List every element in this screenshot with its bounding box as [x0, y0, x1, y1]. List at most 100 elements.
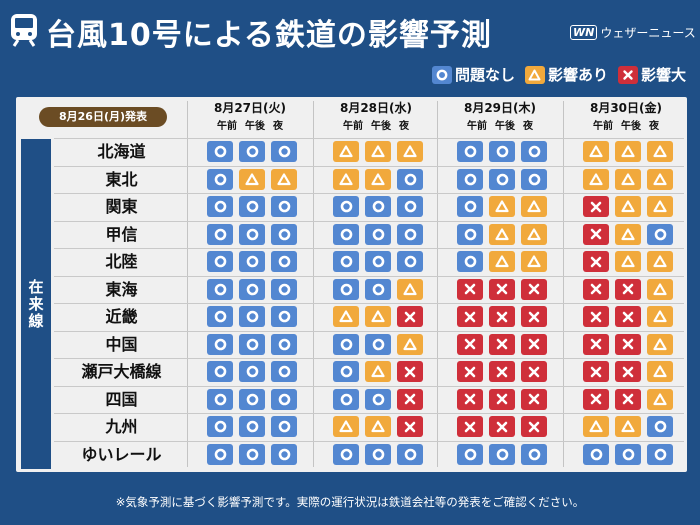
- forecast-table: 8月26日(月)発表 在来線 8月27日(火) 午前 午後 夜 8月28日(水) 午前 午後…: [16, 97, 687, 472]
- status-cell-circle-icon: [271, 278, 297, 300]
- legend-ok: 問題なし: [431, 64, 515, 85]
- status-cell-cross-icon: [457, 361, 483, 382]
- status-cell-triangle-icon: [583, 168, 609, 190]
- status-cell-triangle-icon: [489, 196, 515, 217]
- status-cell-triangle-icon: [647, 361, 673, 382]
- status-cell-circle-icon: [365, 251, 391, 272]
- status-cell-circle-icon: [333, 333, 359, 355]
- status-cell-triangle-icon: [521, 251, 547, 272]
- status-cell-triangle-icon: [647, 141, 673, 162]
- table-row: 四国: [54, 386, 684, 413]
- status-cell-circle-icon: [365, 443, 391, 465]
- page-title: 台風10号による鉄道の影響予測: [46, 18, 492, 53]
- status-cell-cross-icon: [583, 223, 609, 245]
- status-cell-circle-icon: [365, 196, 391, 217]
- day-header: 8月27日(火) 午前 午後夜: [188, 99, 312, 132]
- period-label: 夜: [273, 121, 283, 132]
- table-row: 東北: [54, 166, 684, 193]
- status-cell-triangle-icon: [365, 168, 391, 190]
- status-cell-circle-icon: [207, 443, 233, 465]
- status-cell-triangle-icon: [615, 251, 641, 272]
- line-name: 甲信: [105, 224, 138, 244]
- status-cell-circle-icon: [615, 443, 641, 465]
- line-name: ゆいレール: [81, 444, 162, 464]
- status-cell-cross-icon: [397, 361, 423, 382]
- status-cell-circle-icon: [457, 141, 483, 162]
- period-label: 午後: [371, 121, 391, 132]
- status-cell-triangle-icon: [397, 278, 423, 300]
- status-cell-circle-icon: [365, 278, 391, 300]
- status-cell-cross-icon: [457, 278, 483, 300]
- status-cell-triangle-icon: [489, 223, 515, 245]
- period-label: 午後: [495, 121, 515, 132]
- announced-date-badge: 8月26日(月)発表: [39, 107, 167, 127]
- status-cell-circle-icon: [271, 388, 297, 410]
- status-cell-triangle-icon: [647, 251, 673, 272]
- status-cell-circle-icon: [207, 388, 233, 410]
- status-cell-circle-icon: [457, 251, 483, 272]
- status-cell-cross-icon: [583, 361, 609, 382]
- status-cell-circle-icon: [271, 443, 297, 465]
- status-cell-triangle-icon: [615, 416, 641, 437]
- status-cell-circle-icon: [647, 223, 673, 245]
- header: 台風10号による鉄道の影響予測 WN ウェザーニュース: [0, 0, 700, 70]
- status-cell-cross-icon: [583, 251, 609, 272]
- status-cell-circle-icon: [457, 443, 483, 465]
- row-divider: [54, 220, 684, 222]
- day-label: 8月29日(木): [463, 101, 537, 115]
- day-label: 8月27日(火): [213, 101, 287, 115]
- status-cell-cross-icon: [521, 361, 547, 382]
- status-cell-triangle-icon: [521, 223, 547, 245]
- status-cell-triangle-icon: [365, 141, 391, 162]
- status-cell-circle-icon: [333, 443, 359, 465]
- triangle-icon: [524, 65, 545, 84]
- period-label: 夜: [649, 121, 659, 132]
- status-cell-cross-icon: [397, 388, 423, 410]
- status-cell-circle-icon: [365, 223, 391, 245]
- status-cell-cross-icon: [489, 388, 515, 410]
- status-cell-circle-icon: [397, 223, 423, 245]
- status-cell-circle-icon: [333, 251, 359, 272]
- status-cell-circle-icon: [397, 443, 423, 465]
- legend-ok-label: 問題なし: [454, 66, 515, 84]
- status-cell-cross-icon: [615, 361, 641, 382]
- line-name: 中国: [105, 334, 138, 354]
- legend-warn-label: 影響あり: [547, 66, 608, 84]
- status-cell-cross-icon: [457, 333, 483, 355]
- period-label: 午前: [217, 121, 237, 132]
- row-divider: [54, 275, 684, 277]
- status-cell-cross-icon: [583, 278, 609, 300]
- status-cell-triangle-icon: [397, 141, 423, 162]
- status-cell-triangle-icon: [271, 168, 297, 190]
- status-cell-circle-icon: [207, 306, 233, 327]
- period-label: 午前: [593, 121, 613, 132]
- line-name: 四国: [105, 389, 138, 409]
- status-cell-triangle-icon: [365, 416, 391, 437]
- status-cell-circle-icon: [647, 443, 673, 465]
- status-cell-cross-icon: [521, 333, 547, 355]
- status-cell-triangle-icon: [583, 416, 609, 437]
- train-icon: [11, 14, 37, 47]
- status-cell-triangle-icon: [647, 196, 673, 217]
- status-cell-triangle-icon: [333, 306, 359, 327]
- column-divider: [187, 101, 188, 467]
- line-name: 北海道: [97, 142, 146, 161]
- status-cell-cross-icon: [489, 278, 515, 300]
- status-cell-circle-icon: [271, 416, 297, 437]
- row-divider: [54, 165, 684, 167]
- status-cell-circle-icon: [489, 141, 515, 162]
- brand-name: ウェザーニュース: [600, 26, 696, 40]
- status-cell-circle-icon: [583, 443, 609, 465]
- table-row: 中国: [54, 331, 684, 358]
- status-cell-circle-icon: [239, 333, 265, 355]
- brand-logo: WN: [570, 25, 598, 40]
- status-cell-circle-icon: [457, 223, 483, 245]
- table-row: 甲信: [54, 221, 684, 248]
- status-cell-circle-icon: [489, 168, 515, 190]
- status-cell-triangle-icon: [397, 333, 423, 355]
- status-cell-triangle-icon: [615, 223, 641, 245]
- category-label: 在来線: [21, 139, 51, 469]
- table-row: 関東: [54, 193, 684, 220]
- status-cell-circle-icon: [271, 306, 297, 327]
- day-header: 8月28日(水) 午前 午後夜: [314, 99, 438, 132]
